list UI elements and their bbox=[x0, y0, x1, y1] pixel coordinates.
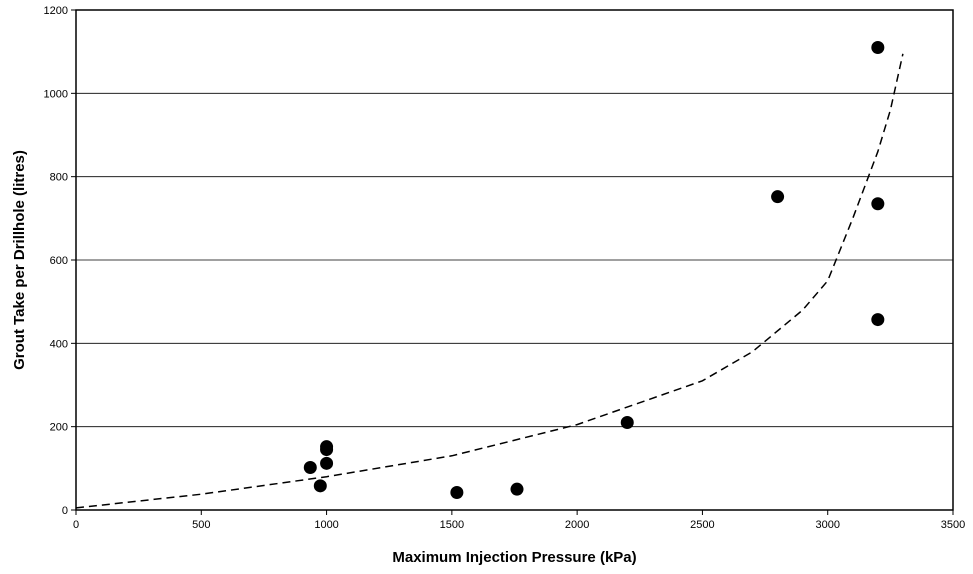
x-tick-label: 3500 bbox=[941, 519, 965, 531]
data-point bbox=[620, 416, 634, 429]
data-point bbox=[871, 41, 885, 54]
data-point bbox=[313, 479, 327, 493]
data-point bbox=[871, 197, 885, 211]
data-point bbox=[303, 461, 317, 474]
data-point bbox=[871, 313, 885, 327]
x-tick-label: 1500 bbox=[440, 519, 464, 531]
y-axis-title: Grout Take per Drillhole (litres) bbox=[11, 150, 28, 370]
y-tick-label: 200 bbox=[50, 422, 68, 434]
trendline bbox=[75, 53, 904, 509]
trendline-layer bbox=[75, 53, 904, 509]
y-tick-label: 600 bbox=[50, 255, 68, 267]
y-tick-label: 800 bbox=[50, 172, 68, 184]
data-point bbox=[771, 190, 785, 204]
y-tick-label: 0 bbox=[62, 505, 68, 517]
gridlines bbox=[76, 92, 953, 428]
data-point bbox=[510, 482, 524, 496]
x-tick-label: 1000 bbox=[314, 519, 338, 531]
x-tick-label: 2000 bbox=[565, 519, 589, 531]
data-points bbox=[303, 41, 885, 499]
x-axis-title: Maximum Injection Pressure (kPa) bbox=[392, 549, 636, 566]
data-point bbox=[320, 440, 334, 454]
data-point bbox=[450, 486, 464, 499]
x-tick-label: 2500 bbox=[690, 519, 714, 531]
x-tick-label: 3000 bbox=[815, 519, 839, 531]
y-tick-label: 1000 bbox=[44, 88, 68, 100]
x-tick-label: 0 bbox=[73, 519, 79, 531]
y-tick-label: 400 bbox=[50, 338, 68, 350]
x-tick-label: 500 bbox=[192, 519, 210, 531]
axis-ticks: 0 200 400 600 800 1000 1200 0 500 1000 1500 2000 250… bbox=[44, 5, 966, 531]
y-tick-label: 1200 bbox=[44, 5, 68, 17]
data-point bbox=[320, 456, 334, 470]
